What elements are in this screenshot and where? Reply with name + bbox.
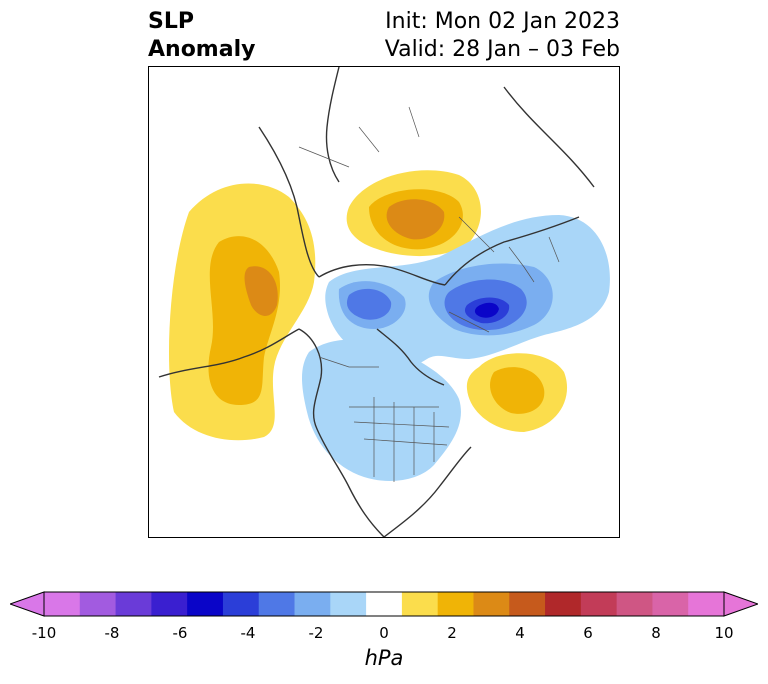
chart-title: SLP Anomaly — [148, 8, 255, 64]
title-line-2: Anomaly — [148, 37, 256, 62]
forecast-dates: Init: Mon 02 Jan 2023 Valid: 28 Jan – 03… — [385, 8, 620, 64]
colorbar-unit-label: hPa — [364, 646, 404, 670]
colorbar-segment — [652, 592, 689, 616]
colorbar-tick-label: 2 — [447, 624, 457, 642]
colorbar-segment — [616, 592, 653, 616]
colorbar-segment — [258, 592, 296, 616]
colorbar-segment — [115, 592, 152, 616]
colorbar-outline — [43, 591, 725, 617]
colorbar-segment — [330, 592, 367, 616]
negative-anomaly-north-america — [302, 339, 461, 481]
colorbar-segment — [509, 592, 546, 616]
colorbar-segment — [187, 592, 224, 616]
negative-anomaly-arctic-core — [346, 288, 392, 320]
init-date: Init: Mon 02 Jan 2023 — [385, 9, 620, 34]
positive-anomaly-siberia-core — [386, 199, 445, 240]
map-svg — [158, 67, 610, 537]
title-line-1: SLP — [148, 9, 194, 34]
colorbar-segment — [79, 592, 117, 616]
colorbar — [10, 591, 758, 617]
map-panel — [148, 66, 620, 538]
colorbar-tick-labels: -10 -8 -6 -4 -2 0 2 4 6 8 10 — [0, 624, 768, 644]
positive-anomaly-pacific-core — [244, 266, 278, 316]
colorbar-max-arrow — [723, 591, 758, 617]
colorbar-tick-label: -10 — [31, 624, 57, 642]
colorbar-segment — [437, 592, 474, 616]
colorbar-segment — [473, 592, 510, 616]
colorbar-tick-label: 6 — [583, 624, 593, 642]
colorbar-segment — [545, 592, 582, 616]
positive-anomaly-atlantic-mid — [490, 367, 545, 414]
colorbar-tick-label: -4 — [240, 624, 256, 642]
colorbar-segment — [222, 592, 260, 616]
colorbar-tick-label: 10 — [714, 624, 734, 642]
colorbar-segment — [688, 592, 725, 616]
valid-date: Valid: 28 Jan – 03 Feb — [384, 37, 620, 62]
colorbar-min-arrow — [10, 591, 45, 617]
colorbar-segment — [44, 592, 81, 616]
colorbar-segment — [580, 592, 618, 616]
colorbar-tick-label: 0 — [379, 624, 389, 642]
colorbar-segments — [44, 592, 725, 616]
colorbar-tick-label: 8 — [651, 624, 661, 642]
colorbar-segment — [151, 592, 188, 616]
borders — [298, 106, 560, 482]
coastlines — [158, 67, 595, 537]
colorbar-tick-label: 4 — [515, 624, 525, 642]
colorbar-segment — [294, 592, 331, 616]
colorbar-segment — [366, 592, 403, 616]
colorbar-tick-label: -8 — [104, 624, 120, 642]
colorbar-tick-label: -6 — [172, 624, 188, 642]
negative-anomaly-europe-center-2 — [474, 302, 499, 318]
colorbar-tick-label: -2 — [308, 624, 324, 642]
colorbar-segment — [401, 592, 439, 616]
